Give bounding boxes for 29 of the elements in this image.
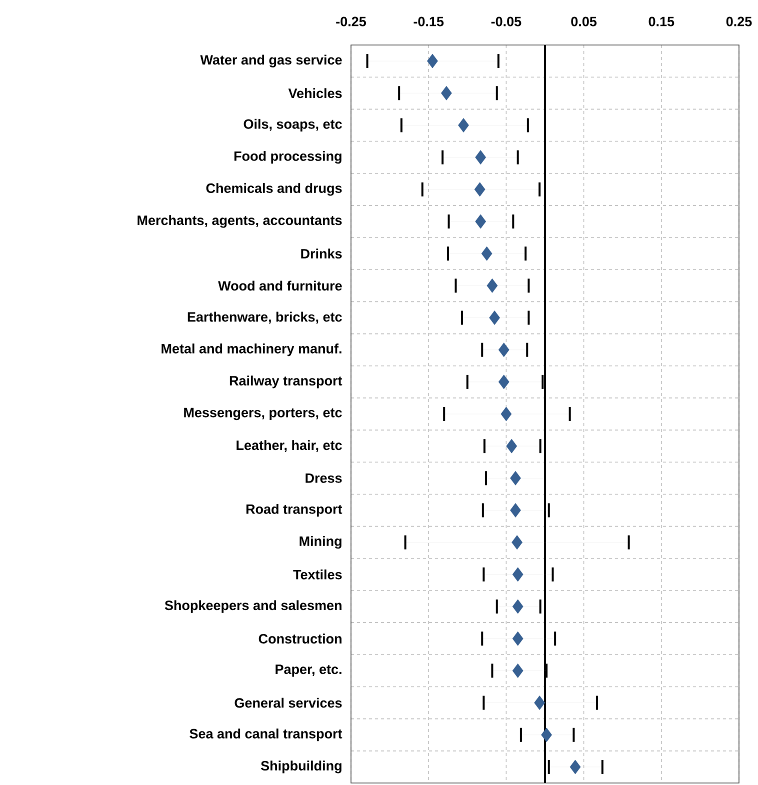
x-tick-label: 0.05 [571,16,597,26]
y-tick-label: Vehicles [288,88,342,98]
y-tick-label: Earthenware, bricks, etc [188,312,342,324]
y-tick-label: Oils, soaps, etc [244,118,342,132]
y-tick-label: Drinks [301,248,342,259]
x-tick-label: -0.05 [491,16,522,26]
y-tick-label: Leather, hair, etc [236,440,342,452]
y-tick-label: Shipbuilding [260,760,342,774]
x-tick-label: -0.25 [336,16,366,26]
x-tick-label: 0.15 [648,16,674,26]
y-tick-label: Wood and furniture [218,280,342,291]
y-tick-label: Food processing [234,150,342,164]
y-tick-label: Construction [258,634,342,644]
y-tick-label: Merchants, agents, accountants [138,215,342,228]
y-tick-label: Mining [300,536,342,549]
x-tick-label: -0.15 [414,16,444,26]
y-tick-label: Shopkeepers and salesmen [164,600,342,613]
y-tick-label: Road transport [246,504,342,517]
y-tick-label: Messengers, porters, etc [184,408,342,420]
y-tick-label: General services [234,698,342,708]
y-tick-label: Paper, etc. [276,664,342,677]
y-tick-label: Sea and canal transport [190,728,342,742]
y-tick-label: Dress [306,473,342,483]
y-tick-label: Textiles [293,569,342,580]
y-tick-label: Metal and machinery manuf. [162,344,342,356]
y-tick-label: Chemicals and drugs [206,183,342,196]
y-tick-label: Railway transport [230,376,342,388]
x-tick-label: 0.25 [726,16,752,26]
y-tick-label: Water and gas service [200,54,342,68]
